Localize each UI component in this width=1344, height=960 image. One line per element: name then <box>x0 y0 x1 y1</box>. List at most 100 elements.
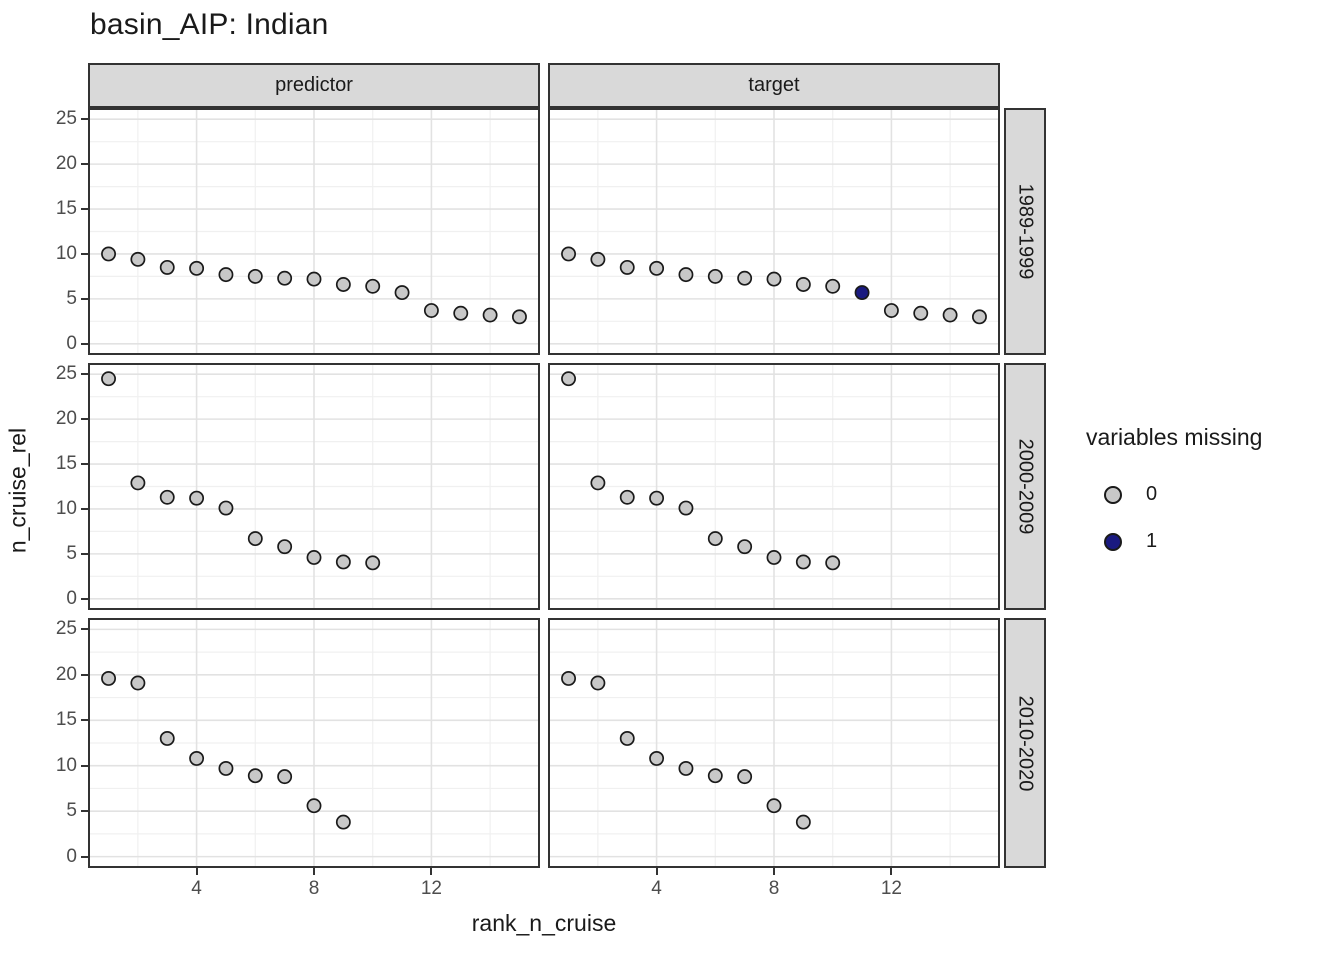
legend-entry-0: 0 <box>1086 471 1262 518</box>
x-tick-label: 4 <box>651 878 662 899</box>
data-point <box>247 768 263 784</box>
facet-row-strip-2000-2009: 2000-2009 <box>1004 363 1046 610</box>
data-point <box>619 731 635 746</box>
x-tick-label: 12 <box>420 878 442 899</box>
data-point <box>942 307 958 323</box>
y-tick-label: 20 <box>55 663 77 685</box>
data-point <box>189 260 205 276</box>
data-point <box>795 554 811 570</box>
x-tick-label: 12 <box>880 878 902 899</box>
data-point <box>512 309 527 325</box>
data-point <box>247 268 263 284</box>
data-point <box>482 307 498 323</box>
data-point <box>561 371 576 387</box>
data-point <box>707 531 723 547</box>
facet-row-label: 2010-2020 <box>1014 695 1037 791</box>
y-tick-label: 25 <box>55 108 77 130</box>
panel-predictor-2000-2009 <box>88 363 540 610</box>
panel-target-2010-2020 <box>548 618 1000 868</box>
data-point <box>189 490 205 506</box>
data-point <box>101 671 116 686</box>
data-point <box>737 539 753 555</box>
y-tick-mark <box>81 673 88 676</box>
y-tick-mark <box>81 764 88 767</box>
data-point <box>561 246 576 262</box>
facet-row-label: 2000-2009 <box>1014 438 1037 535</box>
data-point <box>130 251 146 267</box>
data-point <box>365 555 381 571</box>
x-tick-label: 8 <box>768 878 780 899</box>
data-point <box>306 271 322 287</box>
y-tick-label: 25 <box>55 363 77 385</box>
y-tick-label: 0 <box>66 332 77 354</box>
facet-row-label: 1989-1999 <box>1014 183 1037 280</box>
facet-column-strip-predictor: predictor <box>88 63 540 108</box>
x-tick-label: 4 <box>191 878 202 899</box>
data-point <box>678 761 694 776</box>
data-point <box>277 769 293 785</box>
y-tick-label: 10 <box>55 497 77 519</box>
facet-column-label: target <box>748 74 800 96</box>
y-tick-mark <box>81 552 88 555</box>
data-point <box>766 798 782 814</box>
y-tick-mark <box>81 855 88 858</box>
legend-title: variables missing <box>1086 424 1263 450</box>
y-tick-label: 0 <box>66 845 77 867</box>
data-point <box>306 798 322 814</box>
y-tick-label: 0 <box>66 587 77 609</box>
points <box>101 246 527 325</box>
points <box>561 371 841 571</box>
data-point <box>766 271 782 287</box>
chart-title: basin_AIP: Indian <box>90 8 329 41</box>
facet-row-strip-1989-1999: 1989-1999 <box>1004 108 1046 355</box>
data-point <box>130 475 146 491</box>
data-point <box>678 500 694 516</box>
y-tick-mark <box>81 628 88 631</box>
x-tick-mark <box>430 868 433 875</box>
data-point <box>825 278 841 294</box>
data-point <box>101 371 116 387</box>
points <box>101 371 381 571</box>
data-point <box>394 285 410 301</box>
data-point <box>619 259 635 275</box>
x-tick-mark <box>890 868 893 875</box>
data-point <box>335 554 351 570</box>
legend-entry-label: 0 <box>1146 483 1158 505</box>
data-point <box>561 671 576 686</box>
panel-target-1989-1999 <box>548 108 1000 355</box>
y-axis-title: n_cruise_rel <box>4 427 31 554</box>
data-point <box>649 260 665 276</box>
data-point <box>306 550 322 565</box>
y-tick-mark <box>81 252 88 255</box>
data-point <box>218 500 234 516</box>
data-point <box>247 531 263 547</box>
y-tick-mark <box>81 597 88 600</box>
points <box>101 671 351 830</box>
x-tick-mark <box>313 868 315 875</box>
x-tick-mark <box>773 868 775 875</box>
y-tick-mark <box>81 118 88 121</box>
y-tick-mark <box>81 373 88 376</box>
data-point <box>101 246 116 262</box>
panel-predictor-1989-1999 <box>88 108 540 355</box>
legend-key-circle-icon <box>1104 532 1122 551</box>
y-tick-label: 15 <box>55 198 77 220</box>
x-axis-title: rank_n_cruise <box>471 910 617 936</box>
facet-column-label: predictor <box>275 74 353 96</box>
panel-predictor-2010-2020 <box>88 618 540 868</box>
points <box>561 246 987 325</box>
x-tick-label: 8 <box>308 878 320 899</box>
data-point <box>590 251 606 267</box>
data-point <box>619 489 635 505</box>
data-point <box>130 675 146 691</box>
x-tick-mark <box>655 868 658 875</box>
data-point <box>795 814 811 830</box>
y-tick-label: 10 <box>55 754 77 776</box>
y-tick-label: 20 <box>55 153 77 175</box>
y-tick-mark <box>81 418 88 421</box>
data-point <box>335 814 351 830</box>
panel-target-2000-2009 <box>548 363 1000 610</box>
y-tick-label: 5 <box>66 542 77 564</box>
data-point <box>737 270 753 286</box>
